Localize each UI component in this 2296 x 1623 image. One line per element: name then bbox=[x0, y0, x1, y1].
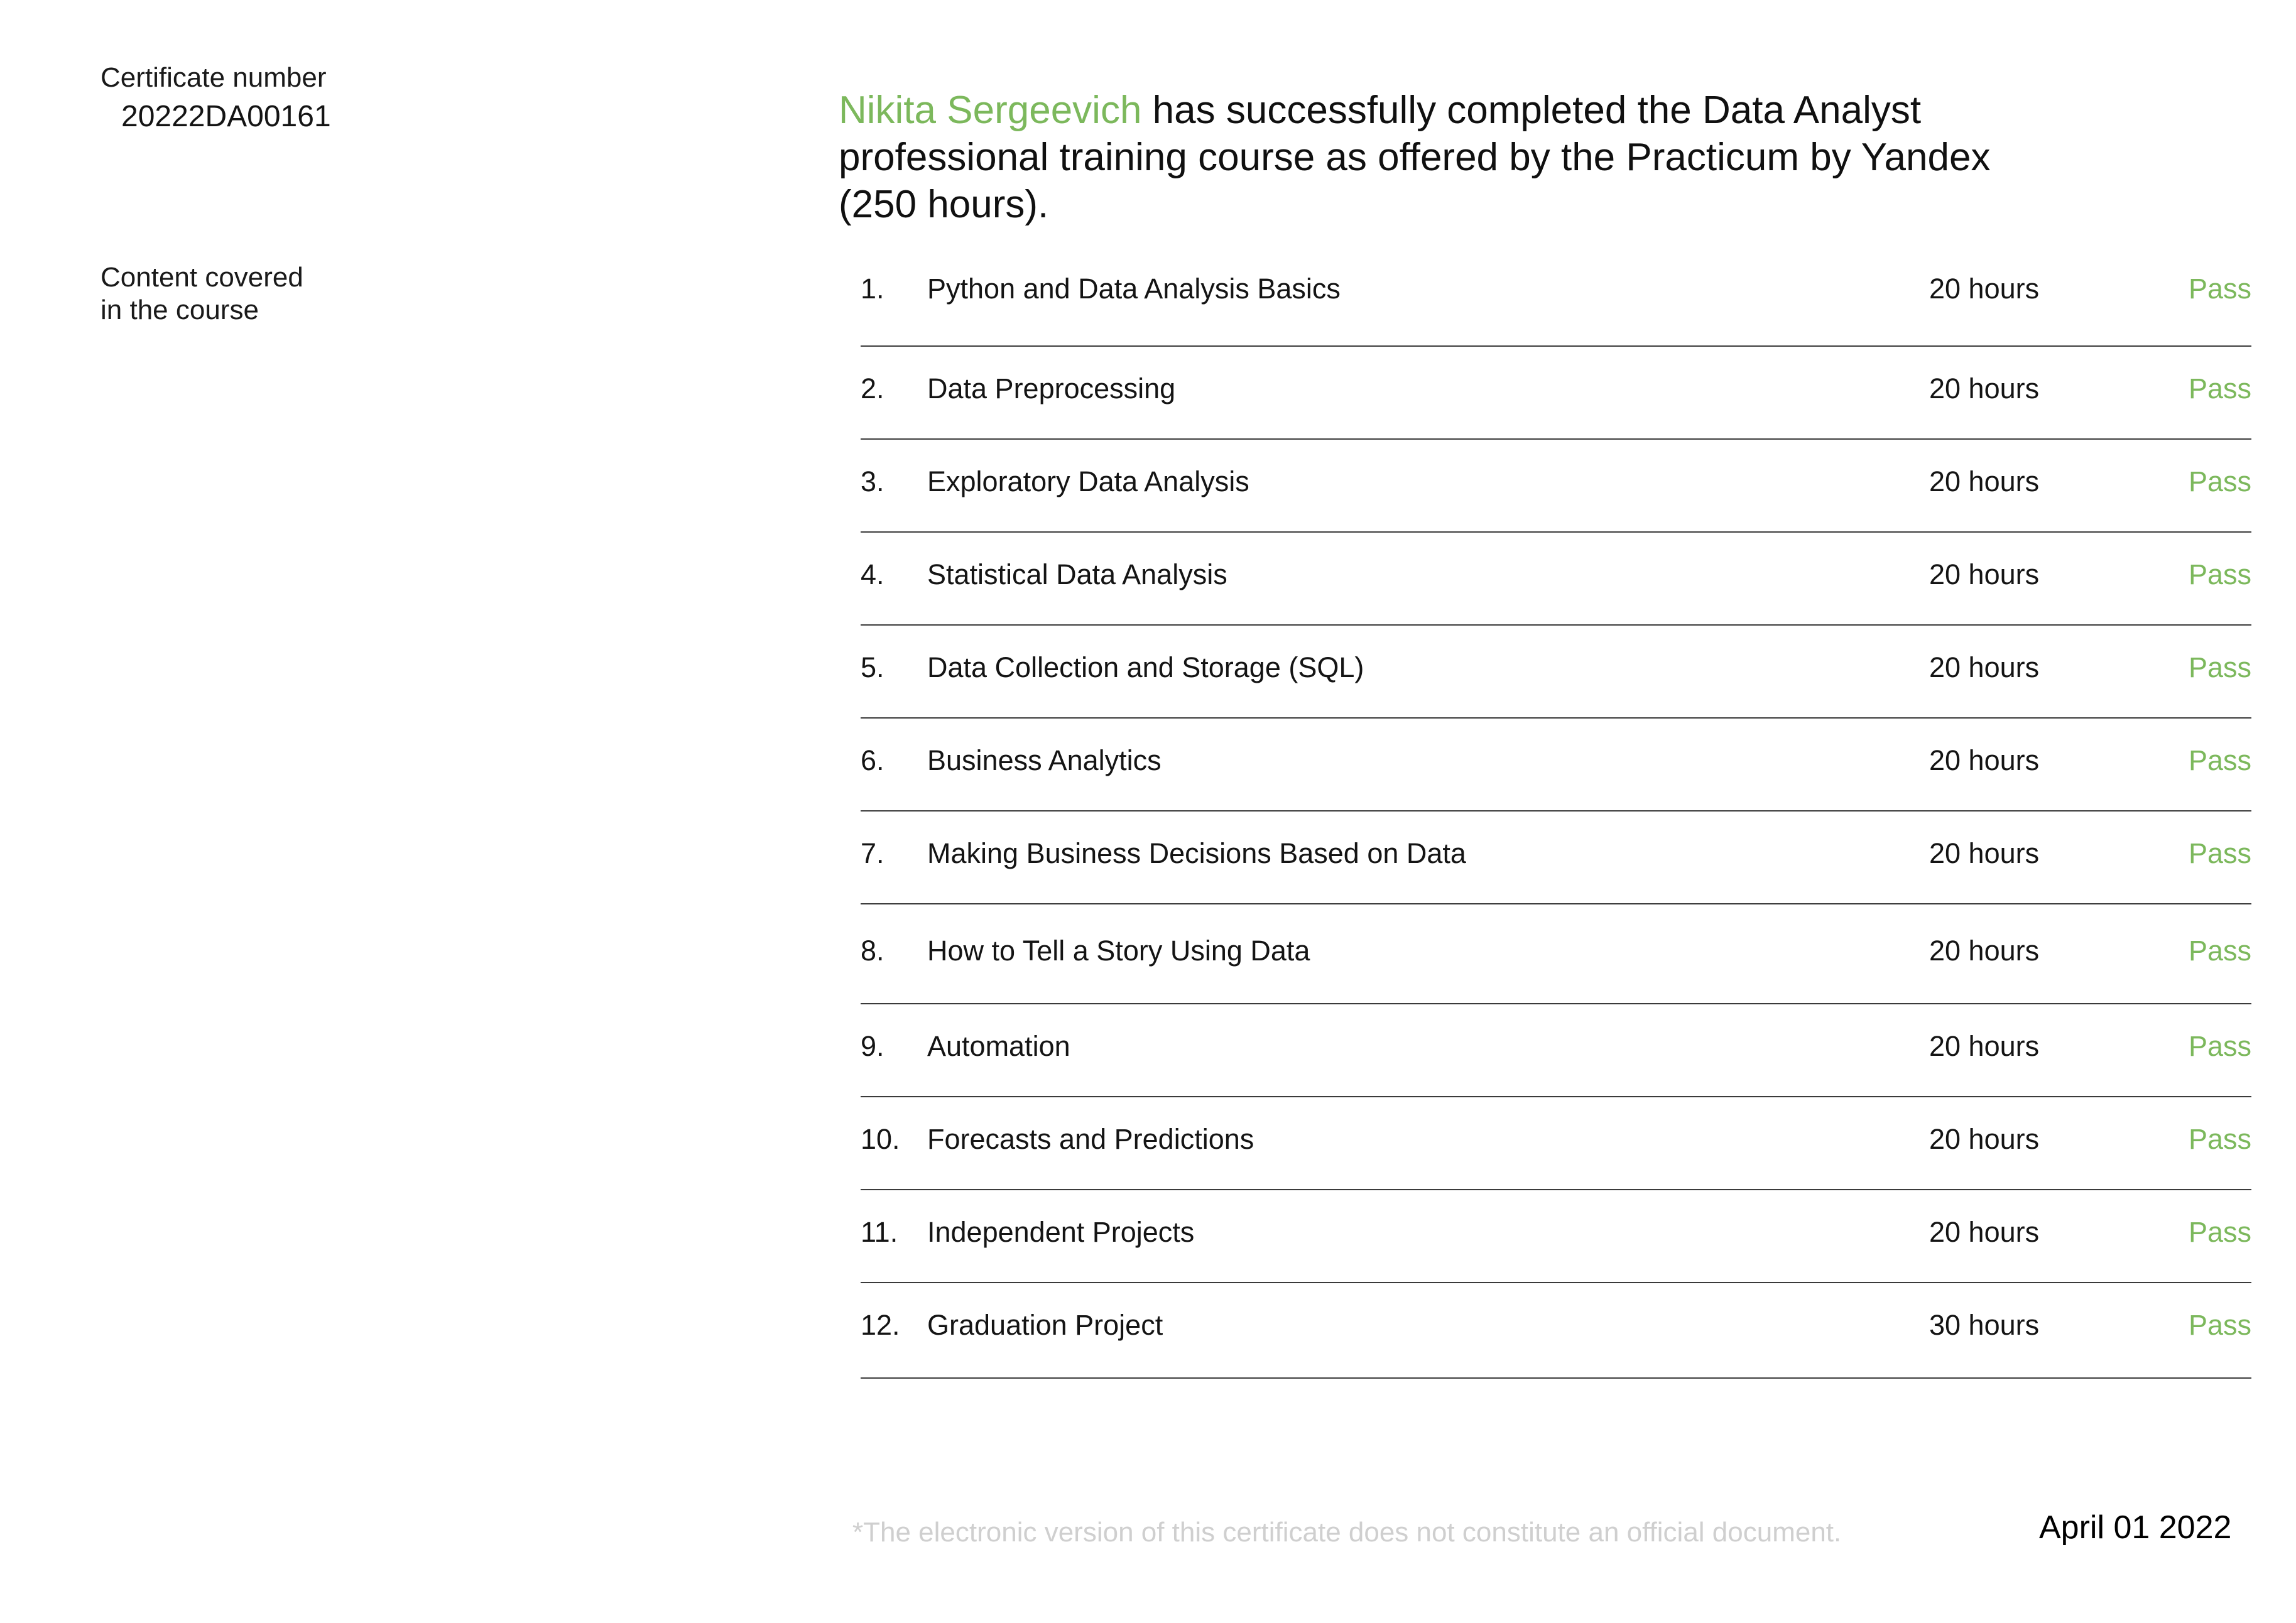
course-number: 5. bbox=[861, 651, 884, 683]
course-number: 11. bbox=[861, 1216, 898, 1248]
course-hours: 20 hours bbox=[1929, 1123, 2040, 1155]
course-grade: Pass bbox=[2188, 558, 2251, 590]
course-grade: Pass bbox=[2188, 744, 2251, 776]
course-title: Exploratory Data Analysis bbox=[927, 465, 1249, 497]
course-hours: 20 hours bbox=[1929, 1216, 2040, 1248]
course-row: 4. Statistical Data Analysis 20 hours Pass bbox=[861, 533, 2251, 626]
course-grade: Pass bbox=[2188, 837, 2251, 869]
course-title: Graduation Project bbox=[927, 1309, 1163, 1341]
course-number: 2. bbox=[861, 372, 884, 404]
course-hours: 20 hours bbox=[1929, 935, 2040, 967]
course-grade: Pass bbox=[2188, 1030, 2251, 1062]
course-hours: 20 hours bbox=[1929, 273, 2040, 305]
course-grade: Pass bbox=[2188, 935, 2251, 967]
course-row: 12. Graduation Project 30 hours Pass bbox=[861, 1283, 2251, 1379]
issue-date: April 01 2022 bbox=[2039, 1509, 2232, 1546]
course-title: Independent Projects bbox=[927, 1216, 1195, 1248]
course-number: 8. bbox=[861, 935, 884, 967]
course-number: 6. bbox=[861, 744, 884, 776]
course-title: Statistical Data Analysis bbox=[927, 558, 1227, 590]
course-row: 9. Automation 20 hours Pass bbox=[861, 1004, 2251, 1097]
course-list: 1. Python and Data Analysis Basics 20 hour… bbox=[861, 251, 2251, 1379]
course-hours: 20 hours bbox=[1929, 465, 2040, 497]
course-title: Python and Data Analysis Basics bbox=[927, 273, 1341, 305]
course-number: 7. bbox=[861, 837, 884, 869]
course-grade: Pass bbox=[2188, 1123, 2251, 1155]
course-grade: Pass bbox=[2188, 651, 2251, 683]
course-title: Data Preprocessing bbox=[927, 372, 1176, 404]
disclaimer-note: *The electronic version of this certific… bbox=[852, 1517, 1842, 1548]
course-title: Automation bbox=[927, 1030, 1070, 1062]
course-grade: Pass bbox=[2188, 1309, 2251, 1341]
course-row: 5. Data Collection and Storage (SQL) 20 ho… bbox=[861, 626, 2251, 719]
course-row: 2. Data Preprocessing 20 hours Pass bbox=[861, 347, 2251, 440]
course-row: 3. Exploratory Data Analysis 20 hours Pass bbox=[861, 440, 2251, 533]
certificate-number-label: Certificate number bbox=[101, 62, 327, 93]
course-number: 4. bbox=[861, 558, 884, 590]
course-hours: 20 hours bbox=[1929, 558, 2040, 590]
course-row: 6. Business Analytics 20 hours Pass bbox=[861, 719, 2251, 812]
course-hours: 20 hours bbox=[1929, 651, 2040, 683]
course-hours: 20 hours bbox=[1929, 837, 2040, 869]
course-title: Forecasts and Predictions bbox=[927, 1123, 1254, 1155]
course-row: 8. How to Tell a Story Using Data 20 hours… bbox=[861, 904, 2251, 1004]
course-grade: Pass bbox=[2188, 273, 2251, 305]
course-grade: Pass bbox=[2188, 372, 2251, 404]
course-hours: 20 hours bbox=[1929, 372, 2040, 404]
course-number: 3. bbox=[861, 465, 884, 497]
course-title: How to Tell a Story Using Data bbox=[927, 935, 1310, 967]
course-grade: Pass bbox=[2188, 465, 2251, 497]
course-title: Business Analytics bbox=[927, 744, 1162, 776]
content-covered-label: Content covered in the course bbox=[101, 262, 303, 325]
course-row: 7. Making Business Decisions Based on Dat… bbox=[861, 812, 2251, 904]
course-number: 9. bbox=[861, 1030, 884, 1062]
course-title: Data Collection and Storage (SQL) bbox=[927, 651, 1364, 683]
completion-statement: Nikita Sergeevich has successfully compl… bbox=[839, 87, 2070, 228]
course-grade: Pass bbox=[2188, 1216, 2251, 1248]
course-row: 11. Independent Projects 20 hours Pass bbox=[861, 1190, 2251, 1283]
completion-text: has successfully completed the Data Anal… bbox=[839, 89, 1991, 226]
course-hours: 20 hours bbox=[1929, 744, 2040, 776]
certificate-number: 20222DA00161 bbox=[121, 100, 331, 133]
course-number: 12. bbox=[861, 1309, 900, 1341]
course-title: Making Business Decisions Based on Data bbox=[927, 837, 1466, 869]
course-hours: 20 hours bbox=[1929, 1030, 2040, 1062]
course-number: 1. bbox=[861, 273, 884, 305]
recipient-name: Nikita Sergeevich bbox=[839, 89, 1142, 132]
course-hours: 30 hours bbox=[1929, 1309, 2040, 1341]
course-row: 10. Forecasts and Predictions 20 hours Pass bbox=[861, 1097, 2251, 1190]
course-number: 10. bbox=[861, 1123, 900, 1155]
course-row: 1. Python and Data Analysis Basics 20 hour… bbox=[861, 251, 2251, 347]
